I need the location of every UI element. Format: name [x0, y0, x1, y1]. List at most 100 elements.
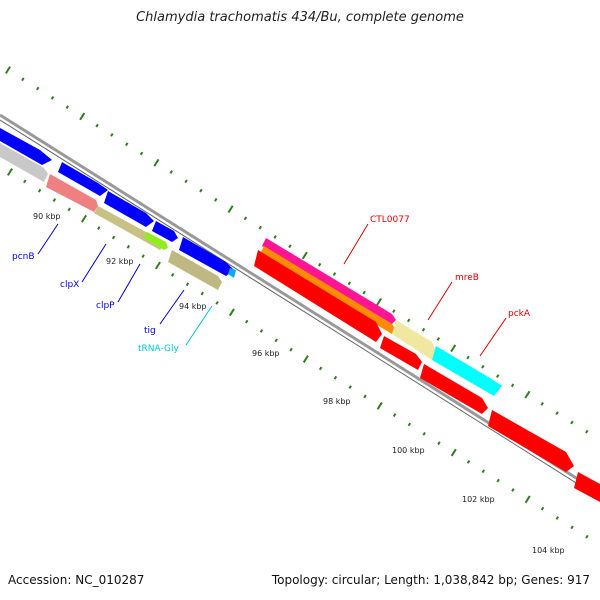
minor-tick [35, 86, 40, 91]
minor-tick [141, 254, 145, 259]
genome-backbone [0, 113, 600, 499]
major-tick [228, 308, 235, 317]
minor-tick [95, 123, 99, 128]
minor-tick [348, 385, 352, 389]
tick-label: 100 kbp [392, 446, 425, 455]
minor-tick [318, 366, 323, 371]
gene-mreB-block[interactable] [380, 336, 422, 370]
minor-tick [169, 170, 173, 174]
inner-tick-ring [7, 168, 589, 539]
minor-tick [243, 216, 248, 221]
tick-label: 92 kbp [106, 257, 134, 266]
gene-label-clpX[interactable]: clpX [60, 280, 79, 290]
gene-labels: pcnB clpX clpP tig tRNA-Gly CTL0077 mreB… [12, 215, 531, 354]
gene-label-tig[interactable]: tig [144, 326, 156, 336]
minor-tick [422, 431, 426, 436]
tick-label: 104 kbp [532, 546, 565, 555]
gene-label-pckA[interactable]: pckA [508, 309, 531, 319]
minor-tick [214, 197, 218, 202]
accession-label: Accession: NC_010287 [8, 573, 145, 587]
major-tick [154, 261, 161, 270]
minor-tick [510, 383, 515, 388]
minor-tick [289, 347, 293, 352]
minor-tick [540, 402, 544, 406]
tick-label: 98 kbp [323, 397, 351, 406]
major-tick [524, 495, 531, 504]
minor-tick [392, 413, 397, 418]
major-tick [450, 344, 457, 353]
forward-strand-track [0, 128, 234, 276]
cyan-block[interactable] [432, 346, 502, 396]
minor-tick [67, 207, 71, 212]
major-tick [376, 401, 383, 410]
minor-tick [317, 262, 322, 267]
tick-labels: 90 kbp 92 kbp 94 kbp 96 kbp 98 kbp 100 k… [33, 212, 565, 555]
major-tick [5, 66, 11, 74]
gene-label-pcnB[interactable]: pcnB [12, 252, 35, 262]
minor-tick [21, 77, 25, 82]
minor-tick [111, 235, 116, 240]
minor-tick [126, 244, 131, 249]
gene-tig2-block[interactable] [179, 237, 234, 276]
magenta-block [262, 238, 396, 324]
minor-tick [273, 235, 277, 239]
minor-tick [540, 506, 545, 511]
cream-block [392, 320, 436, 360]
minor-tick [436, 337, 441, 341]
gene-label-CTL0077[interactable]: CTL0077 [370, 215, 410, 225]
major-tick [524, 390, 531, 399]
minor-tick [496, 478, 500, 483]
major-tick [7, 168, 13, 176]
minor-tick [481, 364, 485, 369]
minor-tick [215, 301, 219, 305]
minor-tick [363, 394, 367, 399]
minor-tick [244, 319, 249, 324]
major-tick [450, 448, 457, 457]
minor-tick [52, 198, 57, 202]
gene-label-clpP[interactable]: clpP [96, 301, 115, 311]
trna-block[interactable] [228, 268, 236, 278]
tick-label: 90 kbp [33, 212, 61, 221]
topology-label: Topology: circular; Length: 1,038,842 bp… [271, 573, 590, 587]
second-track [0, 143, 236, 290]
khaki-block-2 [168, 250, 222, 290]
minor-tick [97, 226, 101, 230]
gene-pcnB-block[interactable] [0, 128, 52, 165]
minor-tick [570, 420, 574, 425]
minor-tick [511, 488, 515, 492]
gene-label-mreB[interactable]: mreB [455, 273, 479, 283]
major-tick [153, 158, 160, 167]
orange-block [260, 246, 396, 334]
gene-tig-block[interactable] [152, 221, 178, 242]
major-tick [80, 214, 87, 223]
red-block-5 [574, 472, 600, 502]
gene-clpP-block[interactable] [104, 191, 154, 227]
minor-tick [200, 291, 204, 296]
minor-tick [65, 105, 70, 109]
minor-tick [333, 375, 338, 380]
tick-label: 96 kbp [252, 349, 280, 358]
minor-tick [555, 411, 559, 416]
gene-clpX-block[interactable] [58, 162, 108, 196]
minor-tick [421, 327, 426, 332]
gray-block [0, 143, 48, 182]
tick-label: 102 kbp [462, 495, 495, 504]
minor-tick [585, 534, 589, 539]
major-tick [227, 205, 234, 214]
gene-pckA-block[interactable] [420, 364, 488, 414]
minor-tick [110, 133, 114, 137]
gene-label-tRNA-Gly[interactable]: tRNA-Gly [138, 344, 180, 354]
map-title: Chlamydia trachomatis 434/Bu, complete g… [136, 10, 464, 25]
minor-tick [496, 374, 500, 378]
major-tick [79, 112, 86, 121]
green-block [144, 232, 168, 250]
minor-tick [274, 338, 278, 343]
minor-tick [171, 272, 175, 277]
minor-tick [259, 329, 264, 333]
gene-CTL0077-block[interactable] [254, 250, 382, 342]
minor-tick [332, 272, 337, 276]
minor-tick [555, 516, 559, 520]
major-tick [302, 355, 309, 363]
salmon-block [46, 174, 98, 212]
